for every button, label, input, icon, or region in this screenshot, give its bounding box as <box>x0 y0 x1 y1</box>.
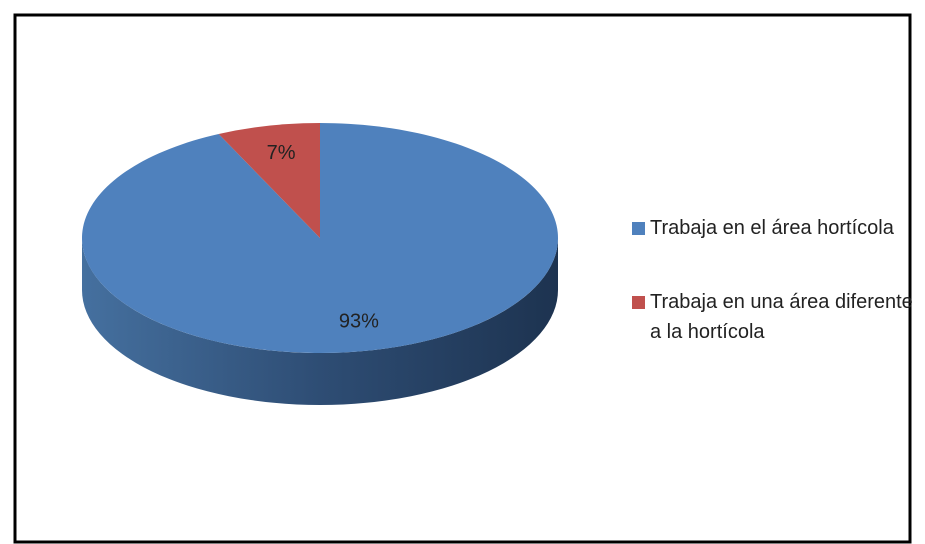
pie-side <box>82 238 558 405</box>
legend-swatch <box>632 296 645 309</box>
pie-slice <box>218 123 320 238</box>
legend-label: Trabaja en una área diferente a la hortí… <box>650 291 913 343</box>
legend-label: Trabaja en el área hortícola <box>650 217 894 239</box>
pie-slice <box>81 123 558 353</box>
legend-swatch <box>632 222 645 235</box>
chart-frame <box>13 13 912 544</box>
data-label: 7% <box>267 142 296 164</box>
data-label: 93% <box>339 310 379 332</box>
